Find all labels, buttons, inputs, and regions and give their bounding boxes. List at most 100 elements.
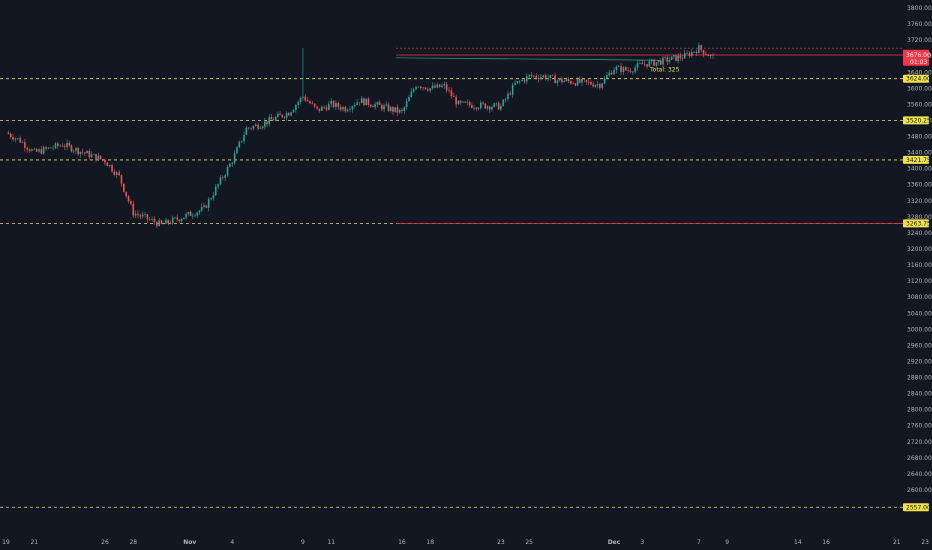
candle-body[interactable]: [16, 138, 19, 139]
price-axis[interactable]: 3800.003760.003720.003680.003640.003600.…: [903, 5, 932, 512]
candle-body[interactable]: [153, 219, 156, 223]
candle-body[interactable]: [328, 103, 330, 110]
candle-body[interactable]: [26, 147, 29, 150]
candle-body[interactable]: [436, 84, 439, 88]
candle-body[interactable]: [176, 217, 178, 220]
candle-body[interactable]: [590, 81, 592, 85]
candle-body[interactable]: [7, 132, 10, 134]
candle-body[interactable]: [165, 219, 167, 224]
candle-body[interactable]: [268, 117, 271, 125]
candle-body[interactable]: [563, 81, 565, 83]
candle-body[interactable]: [636, 63, 639, 68]
candle-body[interactable]: [299, 97, 302, 103]
candle-body[interactable]: [302, 96, 304, 98]
candle-body[interactable]: [139, 215, 142, 217]
candle-body[interactable]: [297, 102, 300, 106]
candle-body[interactable]: [40, 149, 43, 154]
candle-body[interactable]: [417, 86, 420, 88]
candle-body[interactable]: [134, 213, 137, 216]
candle-body[interactable]: [504, 98, 507, 100]
candle-body[interactable]: [544, 75, 547, 80]
candle-body[interactable]: [14, 138, 17, 140]
candle-body[interactable]: [205, 205, 208, 208]
candle-body[interactable]: [477, 108, 480, 109]
candle-body[interactable]: [318, 108, 321, 111]
candle-body[interactable]: [709, 54, 712, 57]
candle-body[interactable]: [466, 102, 469, 103]
candle-body[interactable]: [169, 223, 172, 224]
candle-body[interactable]: [320, 106, 323, 111]
candle-body[interactable]: [194, 215, 196, 217]
candle-body[interactable]: [387, 104, 390, 111]
candle-body[interactable]: [174, 217, 176, 219]
candle-body[interactable]: [415, 86, 417, 90]
candle-body[interactable]: [42, 147, 45, 154]
candle-body[interactable]: [156, 222, 158, 227]
level-price-tag[interactable]: [903, 503, 929, 512]
candle-body[interactable]: [226, 166, 229, 176]
candle-body[interactable]: [422, 87, 424, 89]
time-axis[interactable]: 19 21 26 28 Nov 4 9 11 16 18 23 25 Dec 3 7 9 14 16 21 23: [2, 539, 929, 546]
candle-body[interactable]: [381, 104, 383, 110]
candle-body[interactable]: [462, 101, 464, 103]
candle-body[interactable]: [323, 106, 325, 108]
candle-body[interactable]: [130, 201, 132, 204]
candle-body[interactable]: [57, 143, 59, 146]
candle-body[interactable]: [240, 141, 243, 142]
candle-body[interactable]: [79, 151, 82, 155]
candle-body[interactable]: [183, 217, 185, 220]
candle-body[interactable]: [233, 153, 236, 164]
candle-body[interactable]: [693, 51, 695, 53]
candle-body[interactable]: [277, 113, 279, 118]
candle-body[interactable]: [111, 165, 113, 172]
candle-body[interactable]: [9, 133, 12, 138]
candle-body[interactable]: [137, 213, 139, 216]
candle-body[interactable]: [455, 96, 457, 105]
candle-body[interactable]: [549, 75, 552, 78]
candle-body[interactable]: [264, 121, 266, 127]
candle-body[interactable]: [683, 53, 686, 59]
candle-body[interactable]: [219, 177, 222, 185]
candle-body[interactable]: [38, 149, 40, 152]
candle-body[interactable]: [653, 59, 655, 66]
candle-body[interactable]: [634, 67, 637, 72]
candle-body[interactable]: [203, 205, 205, 207]
candle-body[interactable]: [576, 78, 579, 86]
candle-body[interactable]: [250, 128, 252, 129]
last-price-tag[interactable]: [903, 49, 929, 66]
candle-body[interactable]: [144, 214, 146, 215]
candle-body[interactable]: [171, 217, 174, 224]
candle-body[interactable]: [349, 109, 351, 111]
candle-body[interactable]: [643, 64, 646, 65]
candle-body[interactable]: [392, 107, 394, 112]
candle-body[interactable]: [313, 103, 316, 107]
candle-body[interactable]: [148, 219, 151, 220]
candle-body[interactable]: [523, 79, 526, 82]
candle-body[interactable]: [695, 51, 698, 54]
candle-body[interactable]: [141, 214, 144, 217]
candle-body[interactable]: [509, 93, 512, 95]
candle-body[interactable]: [533, 75, 535, 77]
candle-body[interactable]: [35, 149, 38, 152]
candle-body[interactable]: [101, 158, 104, 160]
candle-body[interactable]: [45, 147, 47, 149]
candle-body[interactable]: [224, 175, 226, 178]
candle-body[interactable]: [162, 223, 165, 225]
candle-body[interactable]: [292, 109, 295, 113]
candle-body[interactable]: [108, 165, 111, 166]
candle-body[interactable]: [608, 72, 611, 76]
candle-body[interactable]: [90, 154, 93, 158]
candle-body[interactable]: [88, 151, 91, 158]
candle-body[interactable]: [448, 90, 450, 91]
candle-body[interactable]: [378, 102, 381, 105]
candle-body[interactable]: [49, 147, 52, 149]
candle-body[interactable]: [295, 105, 297, 110]
candle-body[interactable]: [167, 219, 170, 224]
candle-body[interactable]: [255, 124, 257, 126]
candle-body[interactable]: [304, 96, 307, 101]
candle-body[interactable]: [158, 220, 160, 227]
candle-body[interactable]: [468, 102, 471, 106]
candle-body[interactable]: [596, 84, 599, 85]
candle-body[interactable]: [187, 211, 190, 214]
